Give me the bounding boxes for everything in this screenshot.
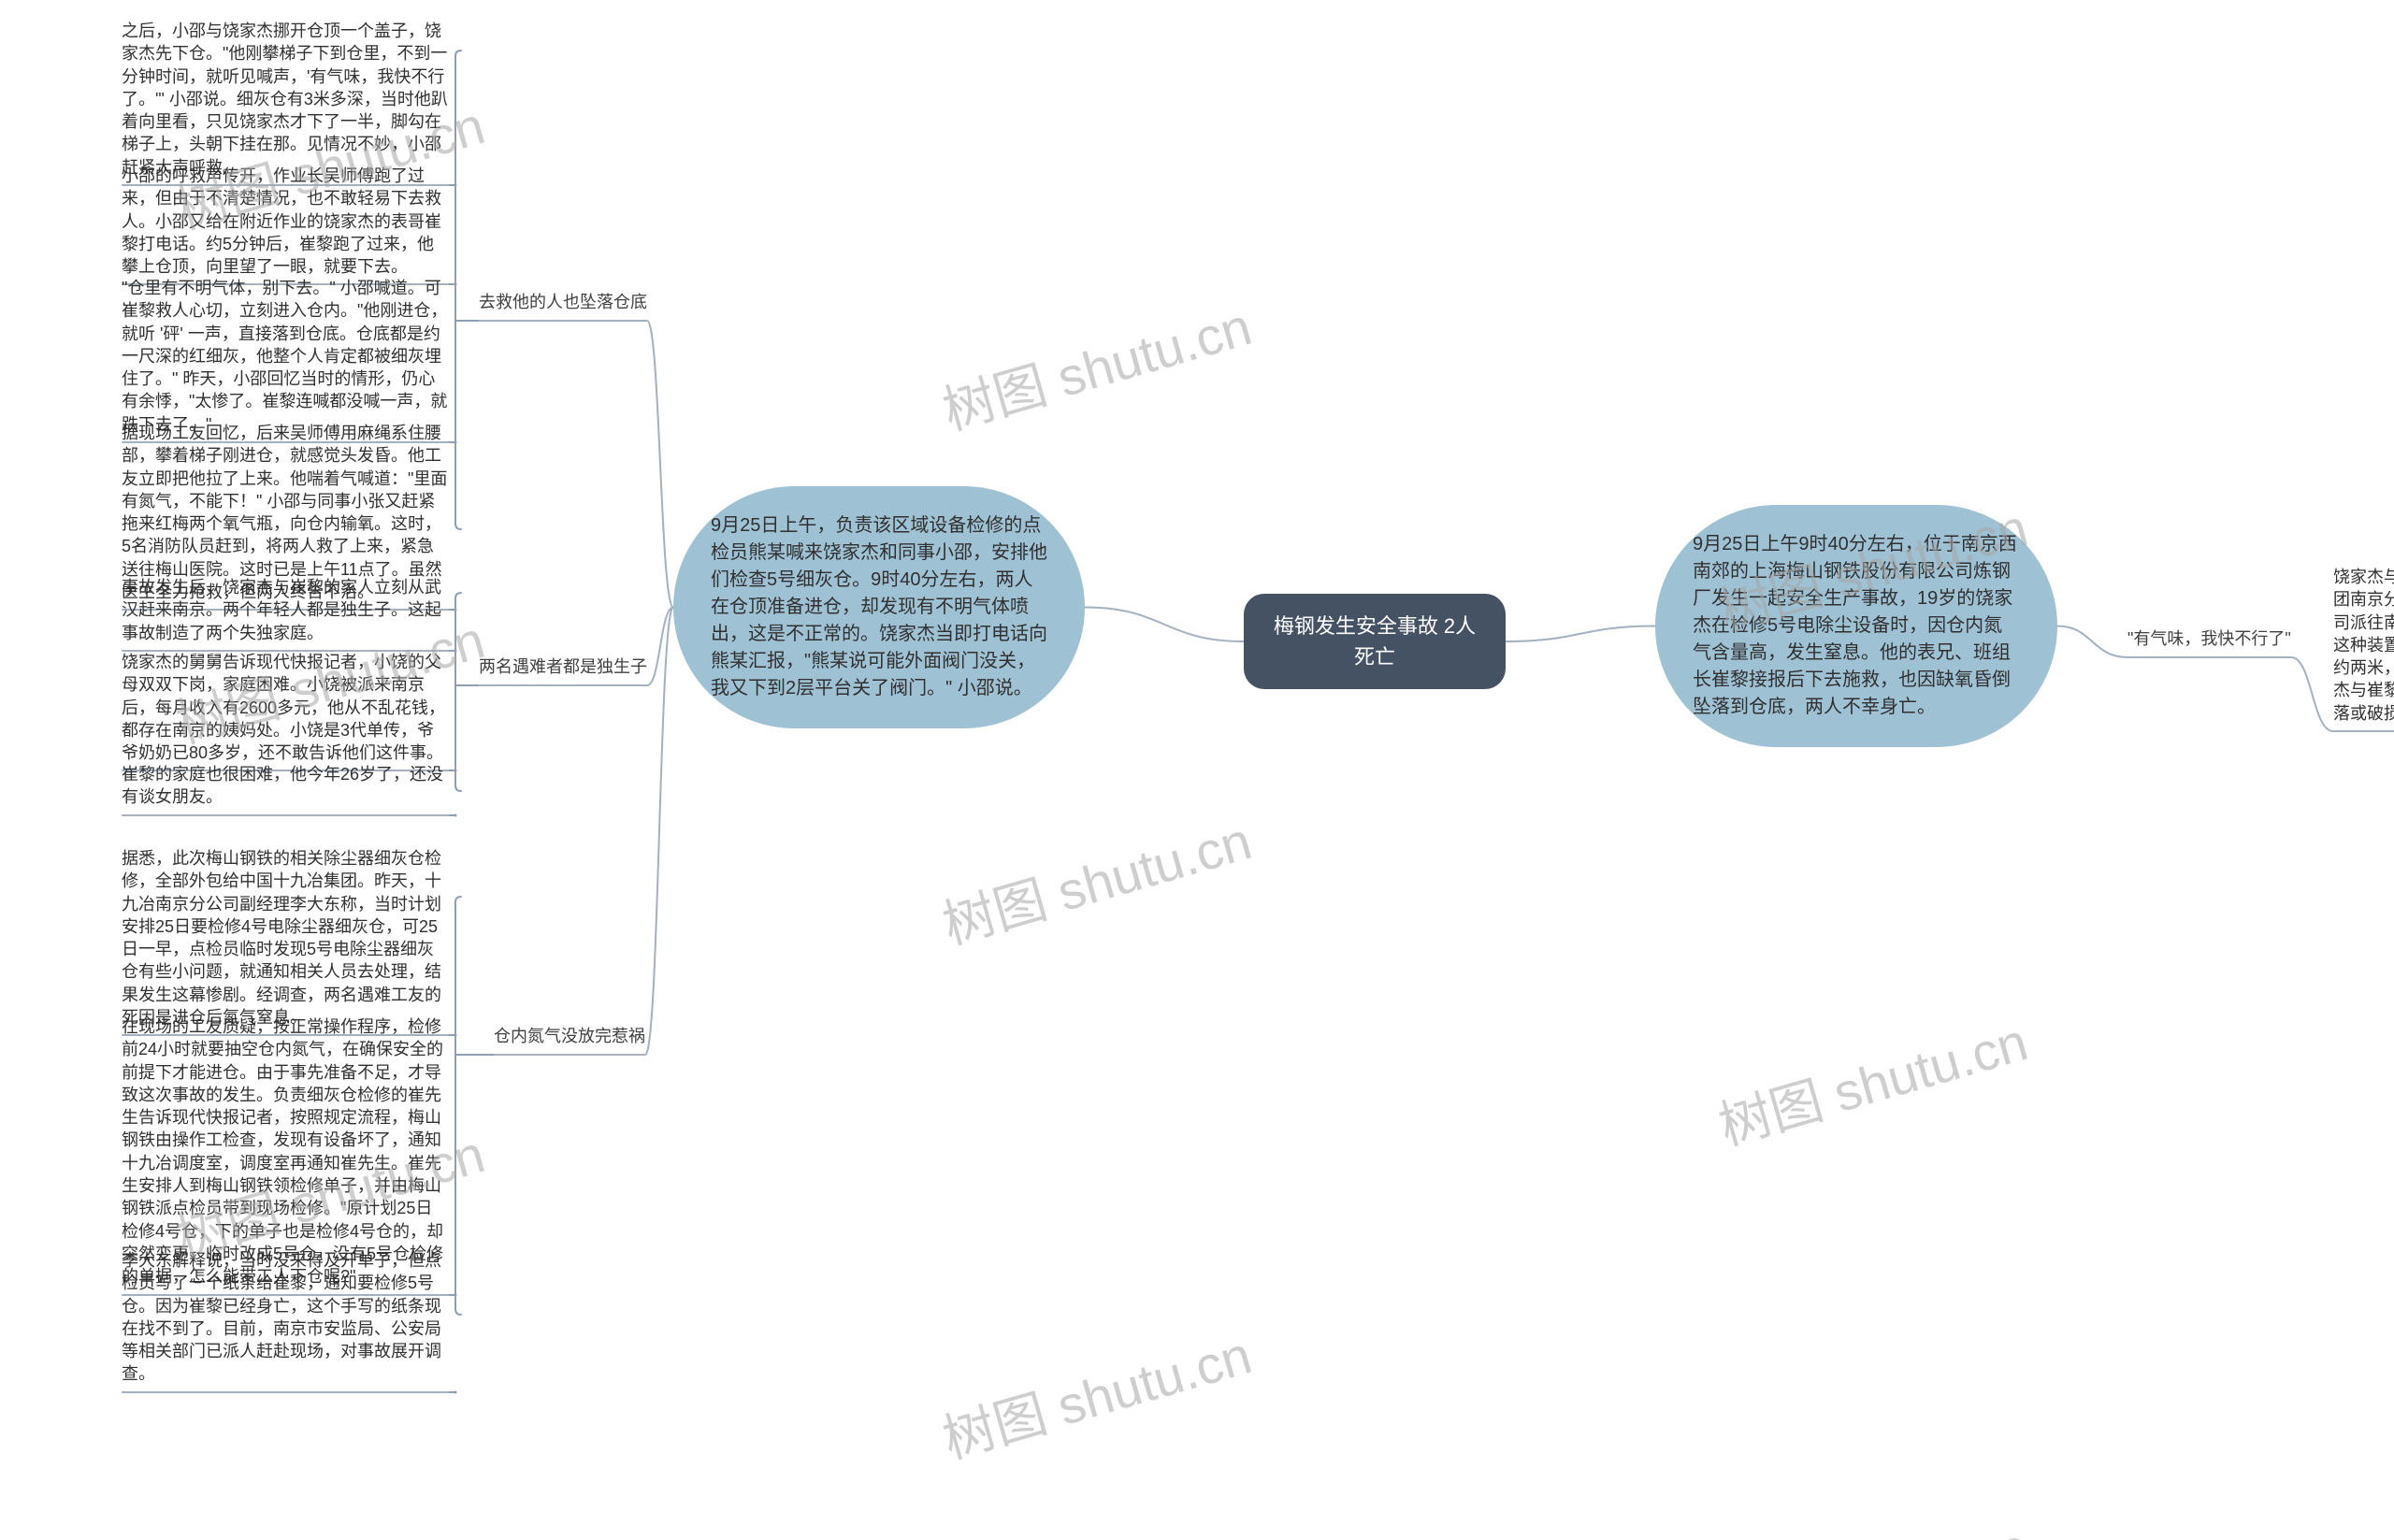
leaf-lb1[interactable]: 事故发生后，饶家杰与崔黎的家人立刻从武汉赶来南京。两个年轻人都是独生子。这起事故… xyxy=(122,575,449,661)
leaf-underline xyxy=(122,814,449,816)
leaf-right1_1_1[interactable]: 饶家杰与崔黎都是武汉人，是中国十九冶集团南京分公司的员工。今年3月，他们被公司派… xyxy=(2333,565,2394,741)
leaf-text: 小邵的呼救声传开，作业长吴师傅跑了过来，但由于不清楚情况，也不敢轻易下去救人。小… xyxy=(122,165,449,278)
mindmap-canvas: 梅钢发生安全事故 2人死亡 9月25日上午9时40分左右，位于南京西南郊的上海梅山… xyxy=(0,0,2394,1540)
sub-left_c[interactable]: 仓内氮气没放完惹祸 xyxy=(494,1024,645,1065)
sub-underline xyxy=(494,1054,645,1056)
leaf-text: 之后，小邵与饶家杰挪开仓顶一个盖子，饶家杰先下仓。"他刚攀梯子下到仓里，不到一分… xyxy=(122,20,449,179)
sub-label: 去救他的人也坠落仓底 xyxy=(479,291,647,314)
sub-label: 两名遇难者都是独生子 xyxy=(479,655,647,679)
leaf-text: 在现场的工友质疑，按正常操作程序，检修前24小时就要抽空仓内氮气，在确保安全的前… xyxy=(122,1015,449,1288)
leaf-lc3[interactable]: 李大东解释说，当时没来得及开单子，但点检员写了一个纸条给崔黎，通知要检修5号仓。… xyxy=(122,1248,449,1403)
leaf-text: 据悉，此次梅山钢铁的相关除尘器细灰仓检修，全部外包给中国十九冶集团。昨天，十九冶… xyxy=(122,847,449,1029)
root-node[interactable]: 梅钢发生安全事故 2人死亡 xyxy=(1244,594,1506,689)
leaf-underline xyxy=(2333,730,2394,732)
sub-underline xyxy=(2127,656,2291,658)
sub-right1_1[interactable]: "有气味，我快不行了" xyxy=(2127,626,2291,668)
sub-underline xyxy=(479,320,647,322)
sub-left_b[interactable]: 两名遇难者都是独生子 xyxy=(479,655,647,696)
sub-left_a[interactable]: 去救他的人也坠落仓底 xyxy=(479,290,647,331)
leaf-underline xyxy=(122,1391,449,1393)
branch-left1[interactable]: 9月25日上午，负责该区域设备检修的点检员熊某喊来饶家杰和同事小邵，安排他们检查… xyxy=(673,486,1085,728)
leaf-text: 饶家杰与崔黎都是武汉人，是中国十九冶集团南京分公司的员工。今年3月，他们被公司派… xyxy=(2333,566,2394,725)
sub-label: 仓内氮气没放完惹祸 xyxy=(494,1025,645,1048)
leaf-text: 李大东解释说，当时没来得及开单子，但点检员写了一个纸条给崔黎，通知要检修5号仓。… xyxy=(122,1249,449,1386)
leaf-text: 事故发生后，饶家杰与崔黎的家人立刻从武汉赶来南京。两个年轻人都是独生子。这起事故… xyxy=(122,576,449,644)
leaf-text: 崔黎的家庭也很困难，他今年26岁了，还没有谈女朋友。 xyxy=(122,763,449,809)
leaf-text: 饶家杰的舅舅告诉现代快报记者，小饶的父母双双下岗，家庭困难。小饶被派来南京后，每… xyxy=(122,651,449,764)
sub-label: "有气味，我快不行了" xyxy=(2127,627,2291,651)
sub-underline xyxy=(479,684,647,686)
leaf-lb3[interactable]: 崔黎的家庭也很困难，他今年26岁了，还没有谈女朋友。 xyxy=(122,762,449,826)
leaf-text: "仓里有不明气体，别下去。" 小邵喊道。可崔黎救人心切，立刻进入仓内。"他刚进仓… xyxy=(122,277,449,436)
branch-right1[interactable]: 9月25日上午9时40分左右，位于南京西南郊的上海梅山钢铁股份有限公司炼钢厂发生… xyxy=(1655,505,2057,747)
